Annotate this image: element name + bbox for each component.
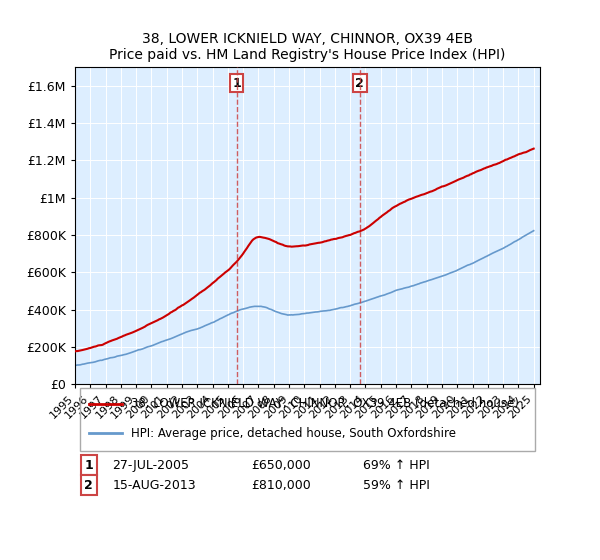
Text: 2: 2	[355, 77, 364, 90]
Text: 69% ↑ HPI: 69% ↑ HPI	[364, 459, 430, 472]
Text: 59% ↑ HPI: 59% ↑ HPI	[364, 479, 430, 492]
Text: HPI: Average price, detached house, South Oxfordshire: HPI: Average price, detached house, Sout…	[131, 427, 456, 440]
Text: 1: 1	[84, 459, 93, 472]
Text: 27-JUL-2005: 27-JUL-2005	[112, 459, 189, 472]
Title: 38, LOWER ICKNIELD WAY, CHINNOR, OX39 4EB
Price paid vs. HM Land Registry's Hous: 38, LOWER ICKNIELD WAY, CHINNOR, OX39 4E…	[109, 32, 506, 62]
Text: £810,000: £810,000	[252, 479, 311, 492]
Text: £650,000: £650,000	[252, 459, 311, 472]
Text: 2: 2	[84, 479, 93, 492]
Text: 38, LOWER ICKNIELD WAY, CHINNOR, OX39 4EB (detached house): 38, LOWER ICKNIELD WAY, CHINNOR, OX39 4E…	[131, 397, 518, 410]
Text: 15-AUG-2013: 15-AUG-2013	[112, 479, 196, 492]
Text: 1: 1	[232, 77, 241, 90]
